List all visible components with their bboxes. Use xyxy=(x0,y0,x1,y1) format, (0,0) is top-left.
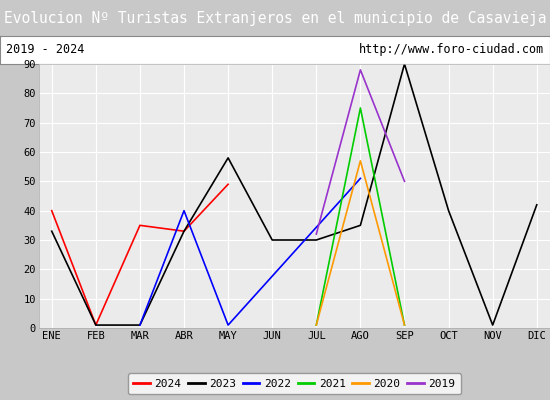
Text: Evolucion Nº Turistas Extranjeros en el municipio de Casavieja: Evolucion Nº Turistas Extranjeros en el … xyxy=(4,10,546,26)
Legend: 2024, 2023, 2022, 2021, 2020, 2019: 2024, 2023, 2022, 2021, 2020, 2019 xyxy=(128,373,461,394)
Text: http://www.foro-ciudad.com: http://www.foro-ciudad.com xyxy=(359,44,544,56)
Text: 2019 - 2024: 2019 - 2024 xyxy=(6,44,84,56)
